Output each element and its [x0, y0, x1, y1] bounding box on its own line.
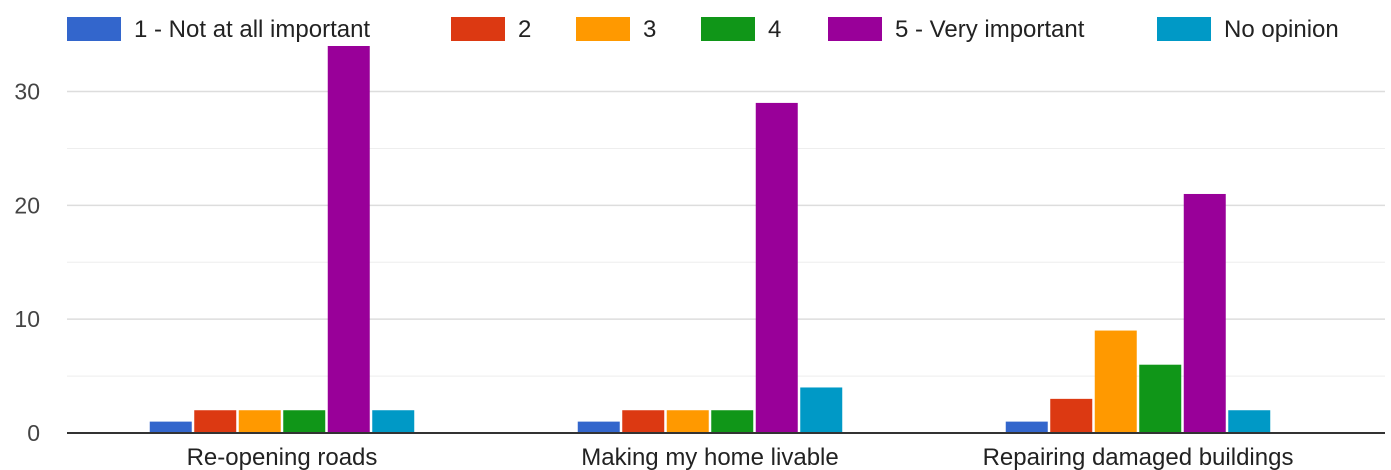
legend-item[interactable]: 3	[576, 16, 656, 43]
legend-label: 5 - Very important	[895, 16, 1085, 43]
bar	[1228, 410, 1271, 433]
legend-item[interactable]: 5 - Very important	[828, 16, 1085, 43]
y-tick-label: 30	[14, 79, 40, 105]
y-axis: 0 10 20 30	[14, 79, 40, 446]
legend-item[interactable]: 2	[451, 16, 531, 43]
legend-item[interactable]: No opinion	[1157, 16, 1339, 43]
bar	[1050, 398, 1093, 433]
legend-swatch	[701, 17, 755, 41]
legend-label: 3	[643, 16, 656, 43]
bar	[194, 410, 237, 433]
bar	[577, 421, 620, 433]
legend-swatch	[451, 17, 505, 41]
legend-label: 1 - Not at all important	[134, 16, 370, 43]
legend-swatch	[1157, 17, 1211, 41]
bars	[149, 46, 1271, 433]
y-tick-label: 20	[14, 192, 40, 218]
legend-swatch	[828, 17, 882, 41]
x-category-label: Re-opening roads	[187, 444, 378, 470]
bar	[1139, 364, 1182, 433]
legend-label: 4	[768, 16, 781, 43]
bar-group	[149, 46, 415, 433]
bar	[149, 421, 192, 433]
bar	[800, 387, 843, 433]
y-tick-label: 10	[14, 306, 40, 332]
legend: 1 - Not at all important 2 3 4 5 - Very impo…	[67, 16, 1339, 43]
legend-swatch	[67, 17, 121, 41]
bar	[1094, 330, 1137, 433]
bar	[238, 410, 281, 433]
bar	[1183, 193, 1226, 433]
bar	[327, 46, 370, 433]
bar	[666, 410, 709, 433]
y-tick-label: 0	[27, 420, 40, 446]
legend-label: 2	[518, 16, 531, 43]
legend-swatch	[576, 17, 630, 41]
bar-group	[1005, 193, 1271, 433]
x-category-label: Repairing damaged buildings	[983, 444, 1294, 470]
legend-item[interactable]: 4	[701, 16, 781, 43]
legend-item[interactable]: 1 - Not at all important	[67, 16, 370, 43]
bar	[755, 102, 798, 433]
grid	[67, 90, 1385, 377]
bar	[1005, 421, 1048, 433]
bar	[622, 410, 665, 433]
bar	[711, 410, 754, 433]
x-axis: Re-opening roads Making my home livable Re…	[67, 432, 1385, 470]
bar-group	[577, 102, 843, 433]
bar	[372, 410, 415, 433]
bar	[283, 410, 326, 433]
legend-label: No opinion	[1224, 16, 1339, 43]
x-category-label: Making my home livable	[581, 444, 838, 470]
